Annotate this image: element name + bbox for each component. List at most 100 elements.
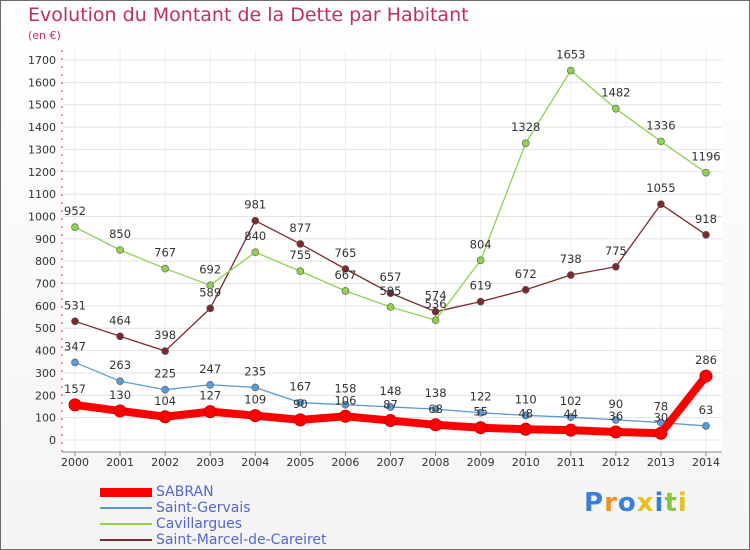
legend-label: SABRAN xyxy=(156,484,214,500)
y-tick-label: 1200 xyxy=(28,166,56,179)
data-label: 619 xyxy=(470,279,492,293)
y-tick-label: 900 xyxy=(35,233,56,246)
data-label: 952 xyxy=(64,204,86,218)
data-label: 122 xyxy=(470,390,492,404)
data-point xyxy=(113,404,127,418)
data-point xyxy=(657,200,665,208)
data-point xyxy=(68,398,82,412)
data-label: 138 xyxy=(425,386,447,400)
data-point xyxy=(702,231,710,239)
legend-swatch xyxy=(100,539,152,541)
data-point xyxy=(161,264,169,273)
data-point xyxy=(521,285,530,294)
y-tick-label: 200 xyxy=(35,389,56,402)
data-label: 127 xyxy=(199,389,221,403)
data-label: 1336 xyxy=(646,118,675,132)
x-tick-label: 2009 xyxy=(467,456,495,469)
data-label: 574 xyxy=(425,289,447,303)
data-point xyxy=(612,416,620,424)
data-point xyxy=(699,369,713,383)
data-label: 1055 xyxy=(646,181,675,195)
x-tick-label: 2005 xyxy=(286,456,314,469)
y-tick-label: 1600 xyxy=(28,76,56,89)
data-point xyxy=(341,265,350,273)
y-tick-label: 1100 xyxy=(28,188,56,201)
data-label: 672 xyxy=(515,267,537,281)
data-point xyxy=(386,403,395,411)
data-label: 157 xyxy=(64,382,86,396)
data-point xyxy=(519,422,533,436)
data-point xyxy=(116,246,124,254)
data-point xyxy=(341,400,350,409)
data-label: 347 xyxy=(64,339,86,353)
data-point xyxy=(296,267,305,276)
data-label: 30 xyxy=(654,410,669,424)
data-label: 63 xyxy=(699,403,714,417)
data-point xyxy=(248,409,262,423)
data-label: 235 xyxy=(244,364,266,378)
data-point xyxy=(654,426,668,440)
data-point xyxy=(657,137,665,146)
data-label: 87 xyxy=(383,398,398,412)
data-label: 90 xyxy=(293,397,308,411)
data-point xyxy=(386,289,395,297)
data-label: 850 xyxy=(109,227,131,241)
data-point xyxy=(158,410,172,424)
data-point xyxy=(564,423,578,437)
legend-label: Cavillargues xyxy=(156,516,243,532)
data-label: 36 xyxy=(609,409,624,423)
data-point xyxy=(429,418,443,432)
data-point xyxy=(116,332,124,341)
y-tick-label: 1500 xyxy=(28,99,56,112)
data-label: 804 xyxy=(470,237,492,251)
data-label: 1196 xyxy=(691,150,720,164)
data-point xyxy=(476,297,485,306)
data-label: 738 xyxy=(560,252,582,266)
data-label: 104 xyxy=(154,394,176,408)
data-point xyxy=(476,256,485,265)
data-label: 78 xyxy=(654,400,669,414)
y-tick-label: 500 xyxy=(35,322,56,335)
data-label: 595 xyxy=(380,284,402,298)
data-point xyxy=(293,413,307,427)
data-point xyxy=(206,281,215,290)
data-point xyxy=(566,66,575,75)
y-tick-label: 400 xyxy=(35,345,56,358)
data-label: 102 xyxy=(560,394,582,408)
data-label: 44 xyxy=(563,407,578,421)
x-tick-label: 2010 xyxy=(512,456,540,469)
x-tick-label: 2002 xyxy=(151,456,179,469)
legend-label: Saint-Gervais xyxy=(156,500,251,516)
data-label: 589 xyxy=(199,285,221,299)
data-label: 755 xyxy=(289,248,311,262)
data-point xyxy=(338,409,352,423)
data-label: 130 xyxy=(109,388,131,402)
data-label: 1328 xyxy=(511,120,540,134)
data-label: 981 xyxy=(244,198,266,212)
data-point xyxy=(251,216,260,225)
x-tick-label: 2008 xyxy=(422,456,450,469)
data-point xyxy=(386,303,395,311)
data-point xyxy=(612,104,620,113)
y-tick-label: 1700 xyxy=(28,54,56,67)
data-point xyxy=(566,413,575,422)
legend-swatch xyxy=(100,523,152,525)
data-point xyxy=(161,347,169,355)
data-label: 90 xyxy=(609,397,624,411)
data-point xyxy=(476,408,485,417)
data-label: 106 xyxy=(334,393,356,407)
data-label: 877 xyxy=(289,221,311,235)
x-tick-label: 2012 xyxy=(602,456,630,469)
data-label: 765 xyxy=(334,246,356,260)
data-point xyxy=(71,358,79,367)
data-label: 536 xyxy=(425,297,447,311)
data-point xyxy=(431,307,440,316)
data-point xyxy=(612,262,620,271)
data-label: 840 xyxy=(244,229,266,243)
data-point xyxy=(206,380,215,389)
chart-title: Evolution du Montant de la Dette par Hab… xyxy=(28,4,469,26)
y-tick-label: 1400 xyxy=(28,121,56,134)
data-label: 225 xyxy=(154,367,176,381)
data-label: 263 xyxy=(109,358,131,372)
data-point xyxy=(702,422,710,430)
